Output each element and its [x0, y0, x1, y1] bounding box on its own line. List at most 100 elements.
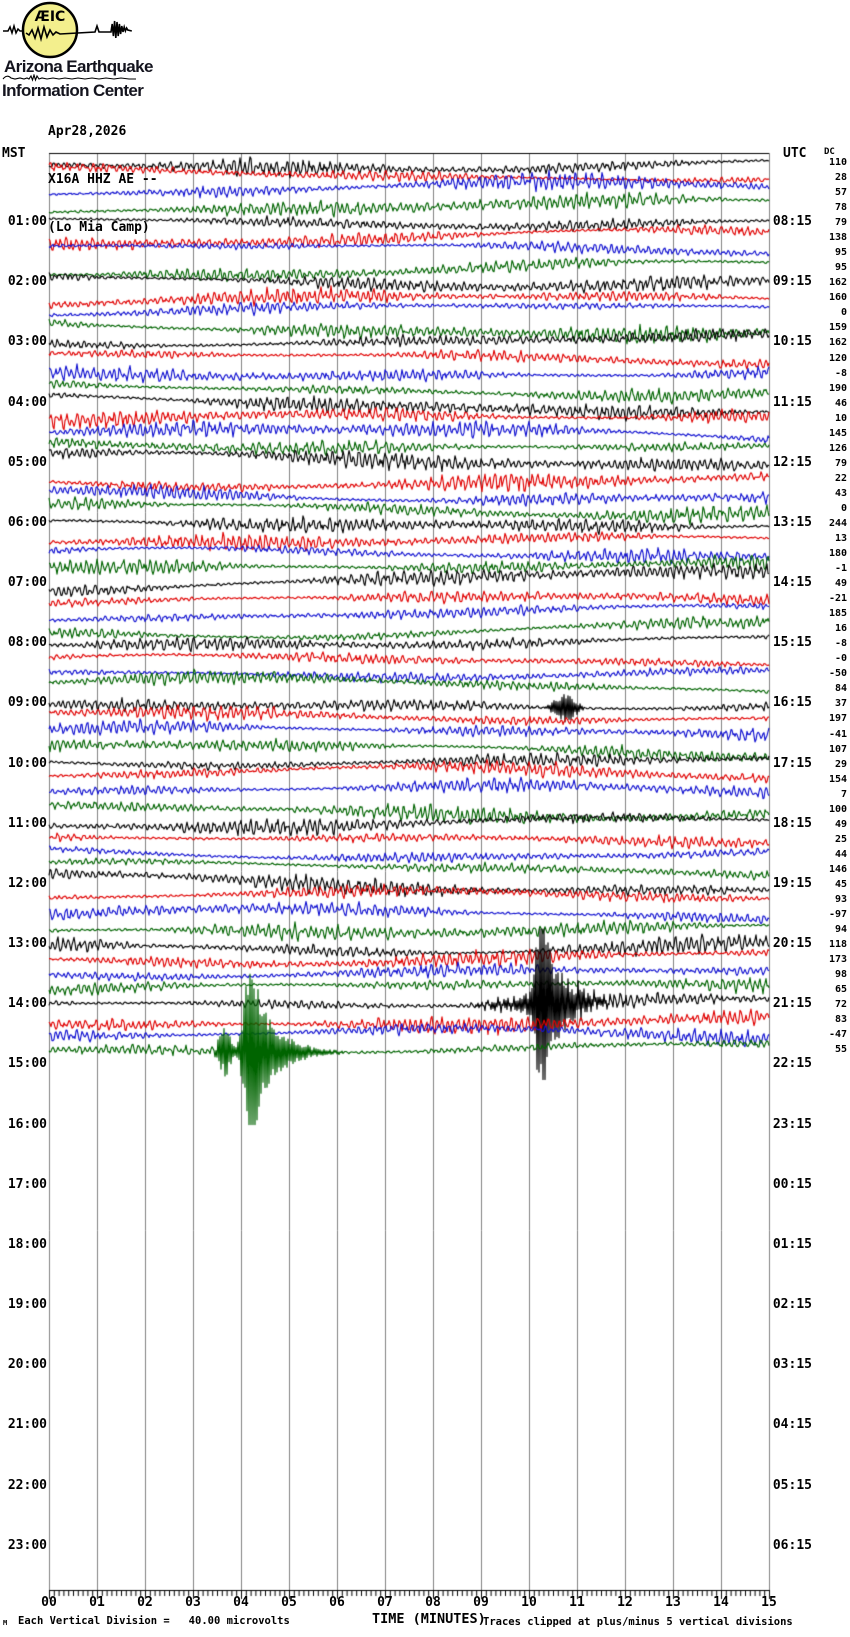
dc-value: 79 — [834, 458, 847, 469]
x-minute-label: 15 — [761, 1595, 777, 1610]
x-minute-label: 07 — [377, 1595, 393, 1610]
dc-value: 100 — [828, 804, 847, 815]
utc-hour-label: 18:15 — [772, 816, 812, 831]
dc-value: 29 — [834, 759, 847, 770]
dc-value: 84 — [834, 683, 847, 694]
utc-hour-label: 17:15 — [772, 756, 812, 771]
dc-value: 83 — [834, 1014, 847, 1025]
utc-hour-label: 02:15 — [772, 1297, 812, 1312]
utc-axis-header: UTC — [783, 146, 807, 161]
utc-hour-label: 12:15 — [772, 455, 812, 470]
utc-hour-label: 01:15 — [772, 1237, 812, 1252]
clip-note: Traces clipped at plus/minus 5 vertical … — [483, 1616, 793, 1628]
mst-hour-label: 21:00 — [7, 1417, 47, 1432]
x-axis-title: TIME (MINUTES) — [372, 1611, 486, 1627]
org-wave-divider — [2, 74, 136, 82]
x-minute-label: 03 — [185, 1595, 201, 1610]
dc-value: 160 — [828, 292, 847, 303]
dc-value: 173 — [828, 954, 847, 965]
dc-value: 197 — [828, 713, 847, 724]
utc-hour-label: 09:15 — [772, 274, 812, 289]
x-minute-label: 08 — [425, 1595, 441, 1610]
dc-column-header: DC — [824, 147, 835, 157]
dc-value: 126 — [828, 443, 847, 454]
mst-hour-label: 15:00 — [7, 1056, 47, 1071]
dc-value: 190 — [828, 383, 847, 394]
dc-value: 13 — [834, 533, 847, 544]
dc-value: 154 — [828, 774, 847, 785]
footer-corner-mark: M — [3, 1619, 8, 1627]
mst-hour-label: 11:00 — [7, 816, 47, 831]
x-minute-label: 04 — [233, 1595, 249, 1610]
mst-hour-label: 06:00 — [7, 515, 47, 530]
mst-hour-label: 05:00 — [7, 455, 47, 470]
dc-value: -8 — [834, 368, 847, 379]
dc-value: 55 — [834, 1044, 847, 1055]
dc-value: 162 — [828, 337, 847, 348]
x-minute-label: 10 — [521, 1595, 537, 1610]
dc-value: 180 — [828, 548, 847, 559]
dc-value: 185 — [828, 608, 847, 619]
org-name-line1: Arizona Earthquake — [4, 57, 153, 76]
x-minute-label: 14 — [713, 1595, 729, 1610]
dc-value: 44 — [834, 849, 847, 860]
dc-value: 110 — [828, 157, 847, 168]
utc-hour-label: 04:15 — [772, 1417, 812, 1432]
utc-hour-label: 15:15 — [772, 635, 812, 650]
station-date: Apr28,2026 — [48, 124, 127, 139]
dc-value: 95 — [834, 262, 847, 273]
mst-hour-label: 18:00 — [7, 1237, 47, 1252]
dc-value: 138 — [828, 232, 847, 243]
dc-value: 78 — [834, 202, 847, 213]
x-minute-label: 13 — [665, 1595, 681, 1610]
dc-value: 37 — [834, 698, 847, 709]
dc-value: 118 — [828, 939, 847, 950]
dc-value: 43 — [834, 488, 847, 499]
mst-hour-label: 03:00 — [7, 334, 47, 349]
utc-hour-label: 22:15 — [772, 1056, 812, 1071]
dc-value: -1 — [834, 563, 847, 574]
dc-value: 45 — [834, 879, 847, 890]
dc-value: 22 — [834, 473, 847, 484]
x-minute-label: 12 — [617, 1595, 633, 1610]
mst-hour-label: 23:00 — [7, 1538, 47, 1553]
station-name: (Lo Mia Camp) — [48, 220, 150, 235]
dc-value: 0 — [840, 503, 847, 514]
mst-hour-label: 19:00 — [7, 1297, 47, 1312]
dc-value: 93 — [834, 894, 847, 905]
mst-hour-label: 10:00 — [7, 756, 47, 771]
logo-acronym: ÆIC — [35, 9, 66, 25]
x-minute-label: 01 — [89, 1595, 105, 1610]
mst-hour-label: 08:00 — [7, 635, 47, 650]
utc-hour-label: 03:15 — [772, 1357, 812, 1372]
x-minute-label: 11 — [569, 1595, 585, 1610]
utc-hour-label: 08:15 — [772, 214, 812, 229]
dc-value: 46 — [834, 398, 847, 409]
dc-value: 0 — [840, 307, 847, 318]
dc-value: 146 — [828, 864, 847, 875]
utc-hour-label: 14:15 — [772, 575, 812, 590]
utc-hour-label: 13:15 — [772, 515, 812, 530]
mst-hour-label: 09:00 — [7, 695, 47, 710]
dc-value: -41 — [828, 729, 847, 740]
dc-value: 65 — [834, 984, 847, 995]
dc-value: 28 — [834, 172, 847, 183]
org-name-line2: Information Center — [2, 81, 144, 100]
mst-hour-label: 07:00 — [7, 575, 47, 590]
x-minute-label: 05 — [281, 1595, 297, 1610]
dc-value: 25 — [834, 834, 847, 845]
dc-value: 162 — [828, 277, 847, 288]
dc-value: -21 — [828, 593, 847, 604]
logo-seismo-wave — [25, 20, 132, 43]
mst-hour-label: 22:00 — [7, 1478, 47, 1493]
dc-value: 95 — [834, 247, 847, 258]
utc-hour-label: 21:15 — [772, 996, 812, 1011]
mst-hour-label: 12:00 — [7, 876, 47, 891]
mst-hour-label: 01:00 — [7, 214, 47, 229]
dc-value: 49 — [834, 819, 847, 830]
dc-value: -8 — [834, 638, 847, 649]
dc-value: 7 — [840, 789, 847, 800]
mst-hour-label: 14:00 — [7, 996, 47, 1011]
x-minute-label: 02 — [137, 1595, 153, 1610]
